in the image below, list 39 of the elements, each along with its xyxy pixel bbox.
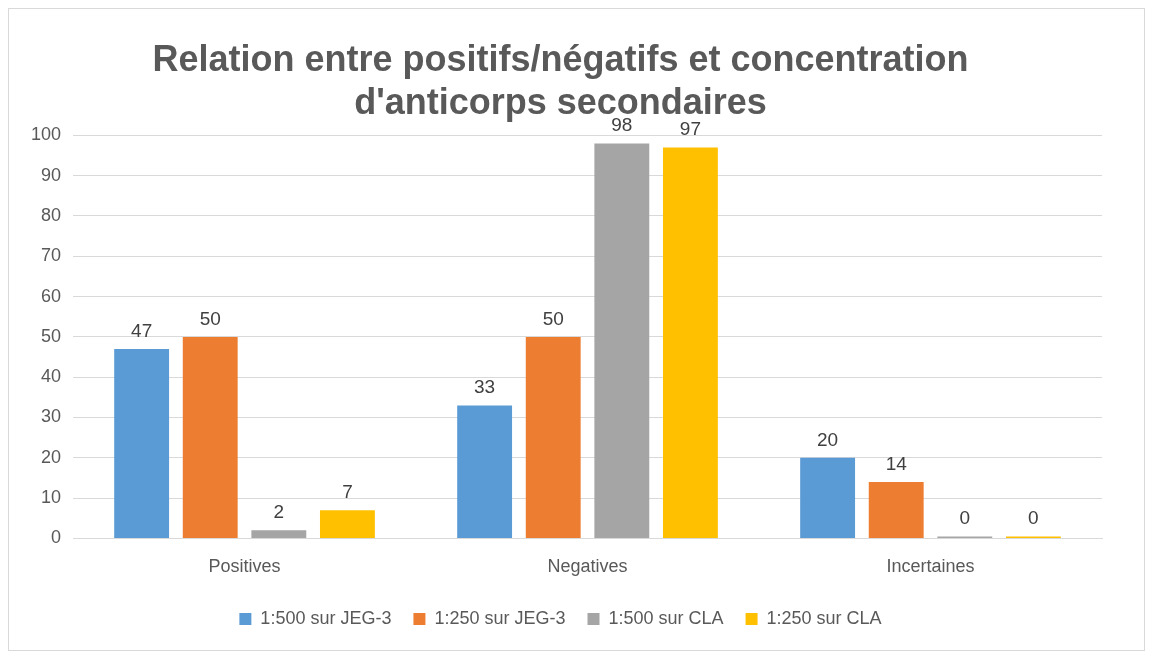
y-tick-label: 50 (41, 325, 62, 346)
data-label: 0 (1028, 507, 1039, 529)
x-tick-label: Incertaines (886, 556, 975, 577)
data-label: 50 (199, 307, 221, 329)
bar (457, 405, 513, 538)
y-tick-label: 40 (41, 366, 62, 387)
data-label: 0 (959, 507, 971, 529)
legend-label: 1:500 sur JEG-3 (260, 607, 392, 628)
y-tick-label: 0 (51, 527, 62, 548)
y-tick-label: 80 (41, 204, 62, 225)
x-tick-label: Positives (208, 556, 281, 577)
data-label: 50 (542, 307, 564, 329)
y-tick-label: 20 (41, 446, 62, 467)
data-label: 14 (885, 452, 908, 474)
bar (182, 336, 238, 538)
data-label: 97 (679, 118, 701, 140)
data-label: 47 (131, 319, 153, 341)
bar (594, 143, 650, 538)
legend-label: 1:500 sur CLA (608, 607, 724, 628)
data-label: 20 (817, 428, 839, 450)
y-tick-label: 90 (41, 164, 62, 185)
y-tick-label: 100 (30, 124, 62, 145)
legend-label: 1:250 sur CLA (766, 607, 882, 628)
x-tick-label: Negatives (547, 556, 628, 577)
bar (114, 348, 170, 538)
data-label: 33 (474, 376, 496, 398)
bar (662, 147, 718, 538)
y-tick-label: 30 (41, 406, 62, 427)
y-tick-label: 70 (41, 245, 62, 266)
y-tick-label: 10 (41, 487, 62, 508)
bar (319, 510, 375, 538)
y-tick-label: 60 (41, 285, 62, 306)
bar (251, 530, 307, 538)
data-label: 2 (273, 501, 285, 523)
legend-label: 1:250 sur JEG-3 (434, 607, 566, 628)
bar (868, 481, 924, 538)
bar (525, 336, 581, 538)
bar (800, 457, 856, 538)
data-label: 7 (342, 480, 353, 502)
